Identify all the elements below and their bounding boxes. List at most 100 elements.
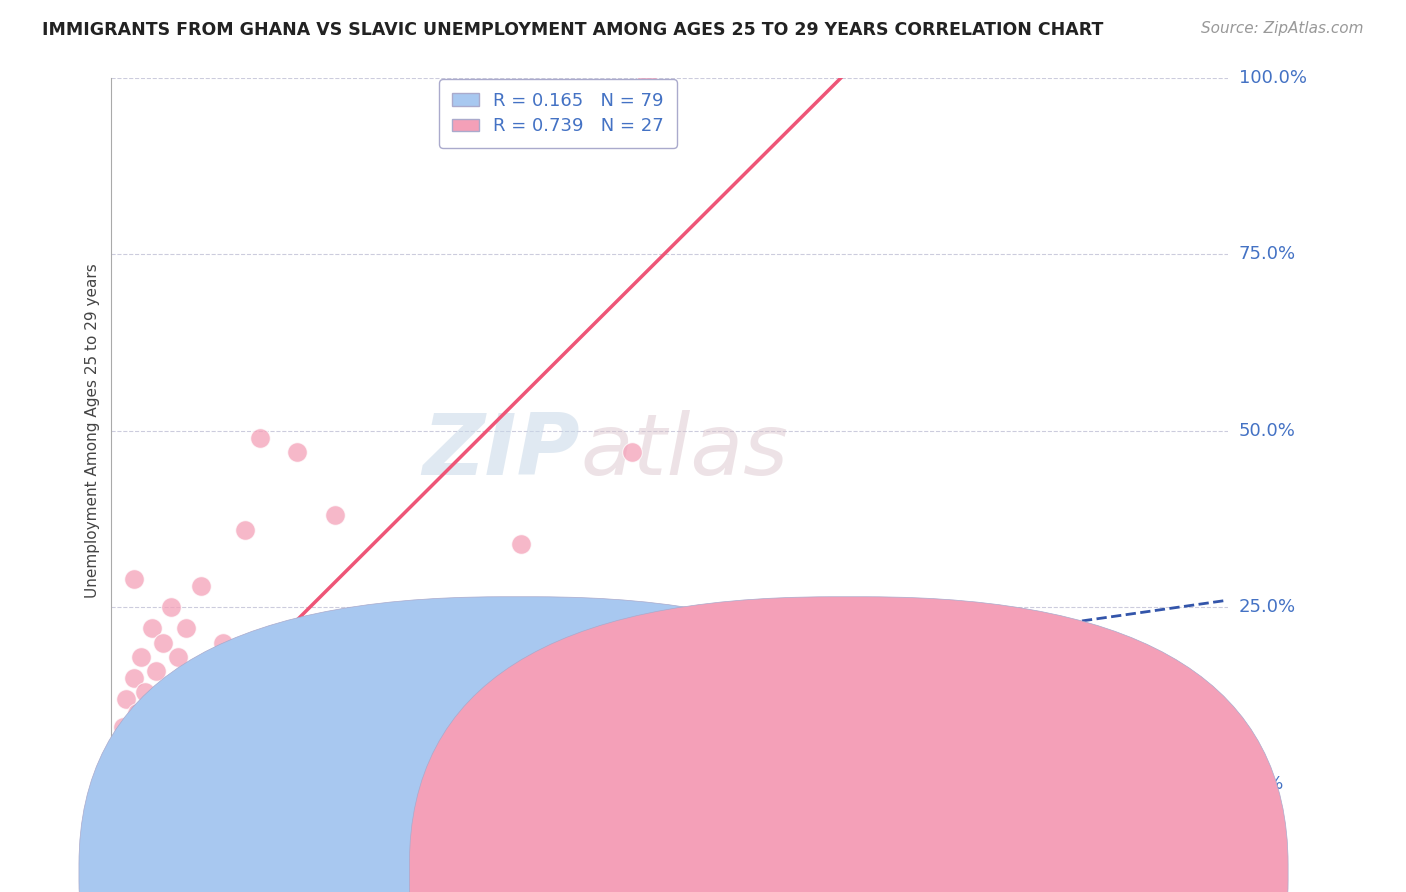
- Point: [129, 741, 152, 756]
- Point: [122, 763, 145, 777]
- Point: [212, 635, 235, 649]
- Point: [434, 756, 457, 770]
- Point: [233, 734, 256, 748]
- Point: [136, 748, 159, 763]
- Text: 100.0%: 100.0%: [1239, 69, 1306, 87]
- Point: [174, 622, 197, 636]
- Point: [278, 720, 301, 734]
- Point: [167, 727, 190, 741]
- Text: 0.0%: 0.0%: [111, 814, 157, 832]
- Point: [153, 734, 176, 748]
- Point: [208, 734, 231, 748]
- Point: [242, 756, 264, 770]
- Legend: R = 0.165   N = 79, R = 0.739   N = 27: R = 0.165 N = 79, R = 0.739 N = 27: [439, 79, 676, 148]
- Point: [271, 741, 294, 756]
- Point: [219, 720, 242, 734]
- Text: Slavs: Slavs: [873, 865, 914, 880]
- Point: [139, 734, 162, 748]
- Point: [264, 642, 287, 657]
- Text: 15.0%: 15.0%: [1171, 814, 1227, 832]
- Point: [117, 756, 139, 770]
- Point: [547, 649, 569, 664]
- Point: [181, 734, 204, 748]
- Point: [204, 748, 226, 763]
- Point: [190, 678, 212, 692]
- Point: [134, 685, 156, 699]
- Text: IMMIGRANTS FROM GHANA VS SLAVIC UNEMPLOYMENT AMONG AGES 25 TO 29 YEARS CORRELATI: IMMIGRANTS FROM GHANA VS SLAVIC UNEMPLOY…: [42, 21, 1104, 38]
- Text: 50.0%: 50.0%: [1239, 422, 1295, 440]
- Text: Source: ZipAtlas.com: Source: ZipAtlas.com: [1201, 21, 1364, 36]
- Point: [174, 756, 197, 770]
- Point: [323, 508, 346, 523]
- Point: [145, 770, 167, 784]
- Point: [621, 445, 644, 459]
- Point: [197, 741, 219, 756]
- Point: [127, 706, 149, 721]
- Point: [150, 748, 173, 763]
- Point: [141, 622, 163, 636]
- Point: [382, 741, 405, 756]
- Text: Immigrants from Ghana: Immigrants from Ghana: [543, 865, 725, 880]
- Point: [368, 706, 391, 721]
- Point: [169, 756, 191, 770]
- Point: [129, 649, 152, 664]
- Point: [256, 748, 278, 763]
- Point: [104, 770, 127, 784]
- Point: [115, 741, 138, 756]
- Point: [160, 741, 183, 756]
- Point: [398, 727, 420, 741]
- Point: [339, 720, 361, 734]
- Point: [128, 756, 150, 770]
- Point: [138, 756, 160, 770]
- Point: [138, 720, 160, 734]
- Point: [118, 727, 141, 741]
- Point: [249, 727, 271, 741]
- Point: [145, 713, 167, 727]
- Point: [146, 756, 169, 770]
- Text: ZIP: ZIP: [423, 410, 581, 493]
- Point: [226, 741, 249, 756]
- Y-axis label: Unemployment Among Ages 25 to 29 years: Unemployment Among Ages 25 to 29 years: [86, 263, 100, 598]
- Point: [509, 537, 531, 551]
- Point: [115, 692, 138, 706]
- Point: [172, 692, 194, 706]
- Point: [104, 763, 127, 777]
- Point: [162, 720, 184, 734]
- Point: [149, 727, 172, 741]
- Point: [159, 756, 181, 770]
- Point: [122, 671, 145, 685]
- Text: 75.0%: 75.0%: [1239, 245, 1296, 263]
- Point: [287, 734, 309, 748]
- Point: [160, 600, 183, 615]
- Point: [114, 763, 136, 777]
- Point: [134, 720, 156, 734]
- Point: [233, 523, 256, 537]
- Point: [138, 763, 160, 777]
- Point: [167, 649, 190, 664]
- Point: [124, 748, 146, 763]
- Point: [131, 763, 153, 777]
- Point: [193, 727, 215, 741]
- Point: [166, 748, 188, 763]
- Point: [287, 445, 309, 459]
- Point: [141, 763, 163, 777]
- Point: [294, 748, 316, 763]
- Point: [360, 734, 382, 748]
- Point: [174, 720, 197, 734]
- Point: [215, 756, 238, 770]
- Point: [179, 748, 201, 763]
- Point: [201, 713, 224, 727]
- Point: [152, 763, 174, 777]
- Point: [118, 770, 141, 784]
- Point: [323, 741, 346, 756]
- Point: [353, 748, 375, 763]
- Point: [636, 70, 658, 85]
- Point: [108, 741, 131, 756]
- Point: [212, 706, 235, 721]
- Point: [152, 635, 174, 649]
- Point: [105, 763, 128, 777]
- Point: [249, 431, 271, 445]
- Point: [127, 727, 149, 741]
- Text: 25.0%: 25.0%: [1239, 599, 1296, 616]
- Point: [110, 770, 132, 784]
